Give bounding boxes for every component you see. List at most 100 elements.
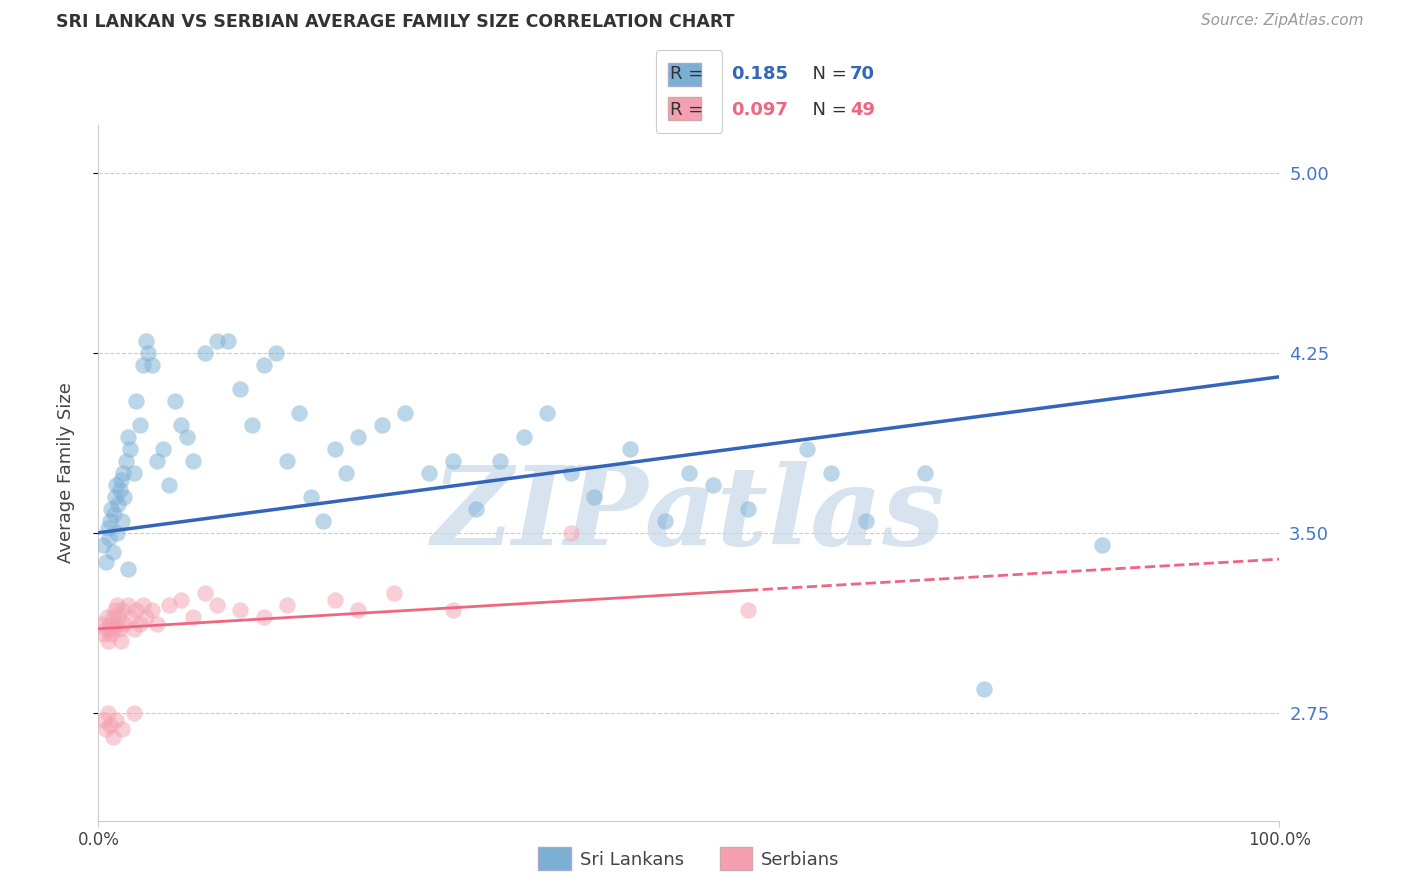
Point	[855, 514, 877, 528]
Point	[583, 490, 606, 504]
Text: 70: 70	[851, 64, 875, 83]
Point	[820, 466, 842, 480]
Point	[120, 442, 142, 456]
Point	[205, 598, 228, 612]
Point	[114, 454, 136, 468]
Point	[335, 466, 357, 480]
Point	[170, 593, 193, 607]
Point	[702, 477, 724, 491]
Point	[122, 466, 145, 480]
Point	[98, 531, 121, 545]
Point	[217, 334, 239, 348]
Point	[97, 633, 120, 648]
Point	[103, 622, 125, 636]
Point	[141, 358, 163, 372]
Point	[97, 706, 120, 720]
Point	[181, 454, 204, 468]
Point	[678, 466, 700, 480]
Point	[276, 454, 298, 468]
Point	[132, 598, 155, 612]
Point	[101, 730, 124, 744]
Point	[105, 616, 128, 631]
Point	[112, 466, 135, 480]
Text: N =: N =	[801, 64, 852, 83]
Point	[737, 501, 759, 516]
Point	[110, 473, 132, 487]
Point	[512, 430, 534, 444]
Point	[418, 466, 440, 480]
Point	[91, 616, 114, 631]
Point	[94, 723, 117, 737]
Point	[112, 616, 135, 631]
Text: R =: R =	[671, 101, 709, 119]
Point	[141, 602, 163, 616]
Point	[914, 466, 936, 480]
Point	[122, 706, 145, 720]
Point	[112, 490, 135, 504]
Text: Source: ZipAtlas.com: Source: ZipAtlas.com	[1201, 13, 1364, 29]
Point	[465, 501, 488, 516]
Point	[108, 622, 131, 636]
Point	[347, 430, 370, 444]
Point	[104, 602, 127, 616]
Point	[107, 609, 129, 624]
Point	[157, 598, 180, 612]
Point	[165, 393, 187, 408]
Point	[560, 525, 582, 540]
Point	[194, 585, 217, 599]
Text: 49: 49	[851, 101, 875, 119]
Point	[264, 346, 287, 360]
Legend: Sri Lankans, Serbians: Sri Lankans, Serbians	[531, 840, 846, 878]
Point	[93, 713, 115, 727]
Point	[132, 358, 155, 372]
Point	[135, 609, 157, 624]
Point	[253, 358, 276, 372]
Point	[796, 442, 818, 456]
Point	[176, 430, 198, 444]
Point	[194, 346, 217, 360]
Point	[117, 598, 139, 612]
Point	[111, 723, 134, 737]
Text: N =: N =	[801, 101, 852, 119]
Point	[98, 514, 121, 528]
Point	[107, 497, 129, 511]
Point	[101, 609, 124, 624]
Y-axis label: Average Family Size: Average Family Size	[56, 383, 75, 563]
Point	[128, 616, 150, 631]
Point	[441, 602, 464, 616]
Point	[91, 538, 114, 552]
Point	[489, 454, 512, 468]
Point	[111, 514, 134, 528]
Point	[347, 602, 370, 616]
Point	[101, 545, 124, 559]
Point	[105, 598, 128, 612]
Point	[110, 633, 132, 648]
Point	[205, 334, 228, 348]
Point	[122, 622, 145, 636]
Point	[441, 454, 464, 468]
Text: 0.097: 0.097	[731, 101, 787, 119]
Point	[394, 406, 416, 420]
Point	[96, 609, 118, 624]
Point	[105, 525, 128, 540]
Point	[146, 454, 169, 468]
Point	[170, 417, 193, 432]
Point	[128, 417, 150, 432]
Point	[1091, 538, 1114, 552]
Point	[654, 514, 676, 528]
Point	[181, 609, 204, 624]
Point	[97, 521, 120, 535]
Text: SRI LANKAN VS SERBIAN AVERAGE FAMILY SIZE CORRELATION CHART: SRI LANKAN VS SERBIAN AVERAGE FAMILY SIZ…	[56, 13, 735, 31]
Point	[288, 406, 311, 420]
Point	[536, 406, 558, 420]
Point	[111, 602, 134, 616]
Point	[121, 609, 143, 624]
Text: 0.185: 0.185	[731, 64, 787, 83]
Point	[105, 477, 128, 491]
Point	[135, 334, 157, 348]
Point	[100, 626, 122, 640]
Point	[323, 593, 346, 607]
Point	[117, 430, 139, 444]
Point	[312, 514, 335, 528]
Point	[146, 616, 169, 631]
